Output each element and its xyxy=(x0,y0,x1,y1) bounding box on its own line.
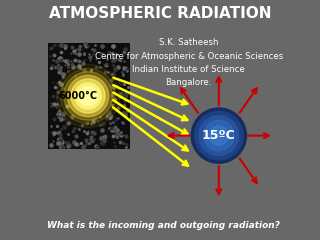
Circle shape xyxy=(209,126,228,145)
Circle shape xyxy=(78,86,98,106)
Circle shape xyxy=(64,72,112,120)
Circle shape xyxy=(60,68,116,124)
Circle shape xyxy=(191,108,246,163)
Circle shape xyxy=(195,111,243,160)
Circle shape xyxy=(199,116,239,156)
Text: What is the incoming and outgoing radiation?: What is the incoming and outgoing radiat… xyxy=(47,221,280,230)
Circle shape xyxy=(204,120,234,151)
Circle shape xyxy=(71,79,105,113)
Text: ATMOSPHERIC RADIATION: ATMOSPHERIC RADIATION xyxy=(49,6,271,21)
Text: 6000°C: 6000°C xyxy=(59,91,98,101)
Text: 15ºC: 15ºC xyxy=(202,129,236,142)
Circle shape xyxy=(75,83,101,109)
Bar xyxy=(48,43,130,149)
Circle shape xyxy=(56,64,120,128)
Text: S.K. Satheesh
Centre for Atmospheric & Oceanic Sciences
Indian Institute of Scie: S.K. Satheesh Centre for Atmospheric & O… xyxy=(95,38,283,87)
Circle shape xyxy=(67,75,109,117)
